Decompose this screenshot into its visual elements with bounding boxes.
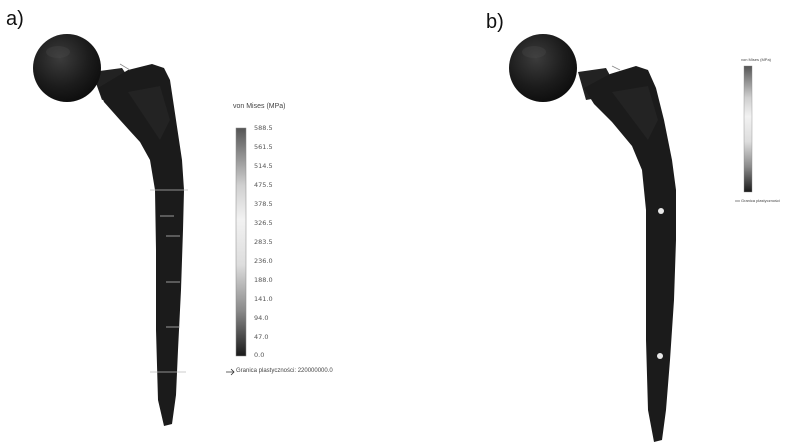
- implant-b-stem: [584, 66, 676, 442]
- screw-hole-2: [657, 353, 663, 359]
- tick-a-2: 514.5: [254, 162, 273, 170]
- tick-a-5: 326.5: [254, 219, 273, 227]
- colorbar-a-footer: Granica plastyczności: 220000000.0: [236, 368, 333, 374]
- tick-a-6: 283.5: [254, 238, 273, 246]
- colorbar-a-title: von Mises (MPa): [233, 103, 286, 110]
- tick-a-8: 188.0: [254, 276, 273, 284]
- colorbar-b-title: von Mises (MPa): [741, 57, 771, 62]
- tick-a-12: 0.0: [254, 351, 264, 359]
- colorbar-b-footer: Granica plastyczności: [741, 198, 780, 203]
- tick-a-1: 561.5: [254, 143, 273, 151]
- tick-a-4: 378.5: [254, 200, 273, 208]
- colorbar-a-footer-arrow: [226, 369, 234, 375]
- tick-a-3: 475.5: [254, 181, 273, 189]
- implant-b-head: [509, 34, 577, 102]
- colorbar-a: [236, 128, 246, 356]
- implant-a: [33, 34, 188, 426]
- tick-a-7: 236.0: [254, 257, 273, 265]
- tick-a-9: 141.0: [254, 295, 273, 303]
- tick-a-11: 47.0: [254, 333, 268, 341]
- screw-hole-1: [658, 208, 664, 214]
- implant-a-head: [33, 34, 101, 102]
- tick-a-0: 588.5: [254, 124, 273, 132]
- tick-a-10: 94.0: [254, 314, 268, 322]
- colorbar-b: [744, 66, 752, 192]
- implant-b: [509, 34, 676, 442]
